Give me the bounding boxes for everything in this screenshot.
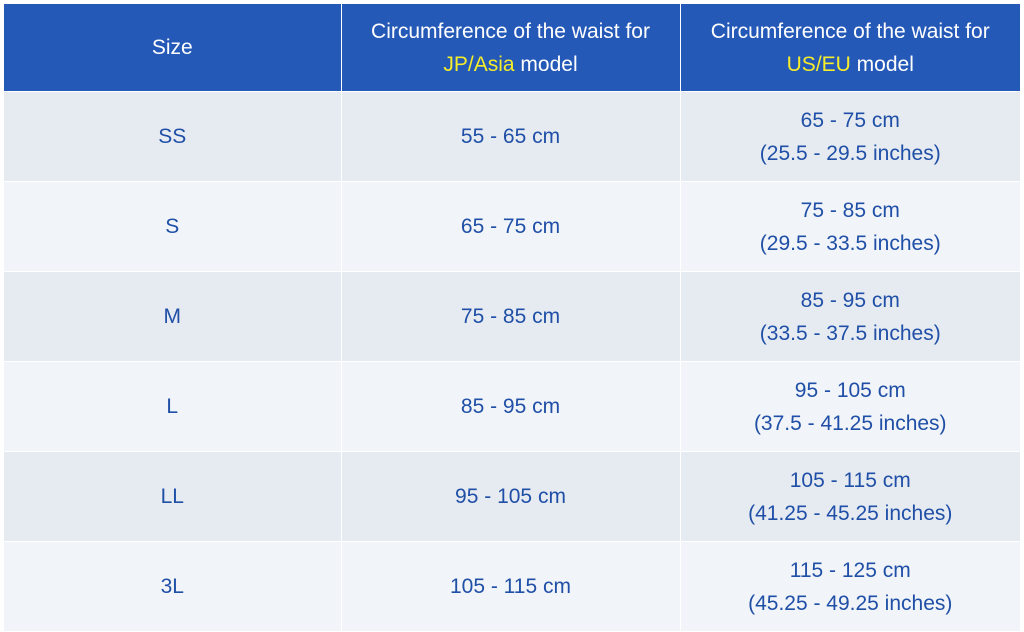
jp-waist-cell: 95 - 105 cm — [341, 451, 681, 542]
size-cell: M — [4, 271, 342, 362]
table-header: Size Circumference of the waist for JP/A… — [4, 4, 1020, 92]
header-us-eu: Circumference of the waist for US/EU mod… — [680, 4, 1020, 92]
jp-waist-cell: 85 - 95 cm — [341, 361, 681, 452]
header-jp-highlight: JP/Asia — [443, 52, 515, 76]
table-row: L 85 - 95 cm 95 - 105 cm (37.5 - 41.25 in… — [4, 361, 1020, 452]
us-waist-cm: 85 - 95 cm — [800, 288, 900, 312]
table-row: S 65 - 75 cm 75 - 85 cm (29.5 - 33.5 inch… — [4, 181, 1020, 272]
header-size-label: Size — [151, 36, 193, 59]
us-waist-cell: 105 - 115 cm (41.25 - 45.25 inches) — [680, 451, 1020, 542]
jp-waist-cell: 75 - 85 cm — [341, 271, 681, 362]
us-waist-inches: (45.25 - 49.25 inches) — [748, 591, 953, 615]
jp-waist-cell: 65 - 75 cm — [341, 181, 681, 272]
size-cell: S — [4, 181, 342, 272]
header-row: Size Circumference of the waist for JP/A… — [4, 4, 1020, 92]
us-waist-cell: 85 - 95 cm (33.5 - 37.5 inches) — [680, 271, 1020, 362]
us-waist-cm: 65 - 75 cm — [800, 108, 900, 132]
us-waist-cell: 65 - 75 cm (25.5 - 29.5 inches) — [680, 91, 1020, 182]
header-us-line1: Circumference of the waist for — [710, 19, 990, 43]
table-row: 3L 105 - 115 cm 115 - 125 cm (45.25 - 49.… — [4, 541, 1020, 631]
us-waist-inches: (25.5 - 29.5 inches) — [759, 141, 941, 165]
us-waist-cell: 115 - 125 cm (45.25 - 49.25 inches) — [680, 541, 1020, 631]
size-chart-table: Size Circumference of the waist for JP/A… — [4, 4, 1020, 631]
us-waist-cm: 115 - 125 cm — [789, 558, 911, 582]
size-cell: L — [4, 361, 342, 452]
us-waist-inches: (29.5 - 33.5 inches) — [759, 231, 941, 255]
jp-waist-cell: 105 - 115 cm — [341, 541, 681, 631]
us-waist-cell: 75 - 85 cm (29.5 - 33.5 inches) — [680, 181, 1020, 272]
table-row: LL 95 - 105 cm 105 - 115 cm (41.25 - 45.2… — [4, 451, 1020, 542]
size-cell: 3L — [4, 541, 342, 631]
table-body: SS 55 - 65 cm 65 - 75 cm (25.5 - 29.5 inc… — [4, 91, 1020, 631]
header-jp-suffix: model — [514, 52, 578, 76]
header-size: Size — [4, 4, 342, 92]
header-jp-line2: JP/Asia model — [342, 48, 680, 81]
size-cell: LL — [4, 451, 342, 542]
header-us-line2: US/EU model — [681, 48, 1021, 81]
us-waist-cm: 105 - 115 cm — [789, 468, 911, 492]
size-cell: SS — [4, 91, 342, 182]
us-waist-inches: (37.5 - 41.25 inches) — [753, 411, 947, 435]
us-waist-cell: 95 - 105 cm (37.5 - 41.25 inches) — [680, 361, 1020, 452]
us-waist-cm: 75 - 85 cm — [800, 198, 900, 222]
us-waist-cm: 95 - 105 cm — [794, 378, 906, 402]
header-jp-asia: Circumference of the waist for JP/Asia m… — [341, 4, 681, 92]
table-row: SS 55 - 65 cm 65 - 75 cm (25.5 - 29.5 inc… — [4, 91, 1020, 182]
header-jp-line1: Circumference of the waist for — [371, 19, 650, 43]
us-waist-inches: (41.25 - 45.25 inches) — [748, 501, 953, 525]
table-row: M 75 - 85 cm 85 - 95 cm (33.5 - 37.5 inch… — [4, 271, 1020, 362]
header-us-highlight: US/EU — [786, 52, 851, 76]
jp-waist-cell: 55 - 65 cm — [341, 91, 681, 182]
us-waist-inches: (33.5 - 37.5 inches) — [759, 321, 941, 345]
header-us-suffix: model — [850, 52, 914, 76]
